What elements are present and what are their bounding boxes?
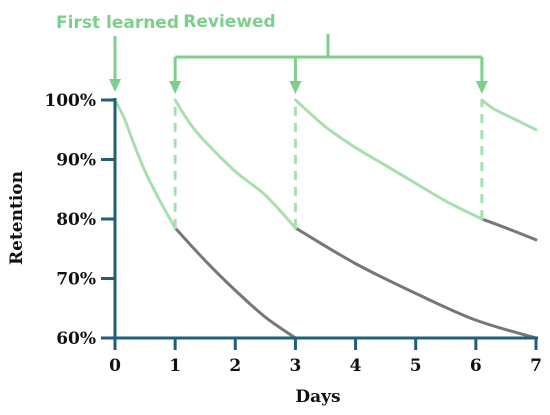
series-line-after-review-2: [293, 98, 484, 221]
y-tick-label: 90%: [56, 151, 96, 171]
series-line-decay-after-review-1: [293, 226, 538, 340]
axes-layer: 60% 70% 80% 90% 100% 0 1 2 3 4 5 6 7: [44, 91, 542, 376]
x-tick-label: 0: [109, 356, 121, 376]
x-tick-label: 5: [410, 356, 422, 376]
x-tick-label: 3: [290, 356, 302, 376]
y-tick-label: 100%: [44, 91, 96, 111]
reviewed-label: Reviewed: [183, 12, 275, 32]
x-tick-label: 4: [350, 356, 362, 376]
first-learned-arrow-head: [109, 79, 121, 92]
reviewed-arrow-head-3: [475, 81, 488, 94]
first-learned-label: First learned: [56, 13, 179, 33]
series-line-after-review-3: [480, 98, 538, 132]
x-axis-title: Days: [295, 387, 340, 407]
series-line-decay-after-learning: [173, 226, 297, 340]
annotation-layer: First learned Reviewed: [56, 12, 488, 94]
y-axis-title: Retention: [7, 171, 27, 265]
y-tick-label: 60%: [56, 329, 96, 349]
series-line-decay-after-review-2: [480, 217, 538, 242]
x-tick-label: 2: [229, 356, 241, 376]
series-line-after-review-1: [173, 98, 297, 230]
y-tick-label: 80%: [56, 210, 96, 230]
x-tick-label: 7: [530, 356, 542, 376]
x-tick-label: 1: [169, 356, 181, 376]
series-line-learned: [113, 98, 177, 230]
y-tick-label: 70%: [56, 270, 96, 290]
reviewed-arrow-head-1: [169, 81, 182, 94]
reviewed-arrow-head-2: [289, 81, 302, 94]
x-tick-label: 6: [470, 356, 482, 376]
series-layer: [113, 98, 538, 340]
